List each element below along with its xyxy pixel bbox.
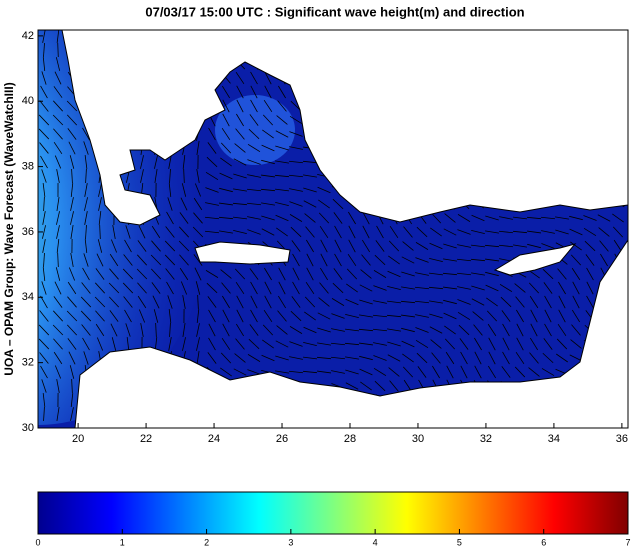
- colorbar-tick-label: 3: [288, 537, 293, 547]
- colorbar-tick-label: 6: [541, 537, 546, 547]
- aegean-waves: [215, 95, 295, 165]
- y-axis-label: UOA – OPAM Group: Wave Forecast (WaveWat…: [2, 82, 16, 375]
- balkans-turkey: [62, 30, 628, 225]
- x-tick-label: 26: [276, 433, 288, 445]
- colorbar-tick-label: 1: [120, 537, 125, 547]
- colorbar: [38, 492, 628, 534]
- x-tick-label: 36: [616, 433, 628, 445]
- x-tick-label: 22: [140, 433, 152, 445]
- x-tick-label: 28: [344, 433, 356, 445]
- x-tick-label: 32: [480, 433, 492, 445]
- y-tick-label: 30: [22, 422, 34, 434]
- colorbar-tick-label: 4: [373, 537, 378, 547]
- x-tick-label: 30: [412, 433, 424, 445]
- colorbar-tick-label: 2: [204, 537, 209, 547]
- y-tick-label: 32: [22, 357, 34, 369]
- x-tick-label: 34: [548, 433, 560, 445]
- colorbar-tick-label: 0: [35, 537, 40, 547]
- y-tick-label: 34: [22, 291, 34, 303]
- title: 07/03/17 15:00 UTC : Significant wave he…: [145, 4, 524, 19]
- map: [0, 25, 628, 428]
- y-tick-label: 36: [22, 226, 34, 238]
- arrow: [58, 43, 59, 57]
- colorbar-tick-label: 7: [625, 537, 630, 547]
- x-tick-label: 24: [208, 433, 220, 445]
- y-tick-label: 38: [22, 160, 34, 172]
- x-tick-label: 20: [72, 433, 84, 445]
- y-tick-label: 40: [22, 95, 34, 107]
- y-tick-label: 42: [22, 30, 34, 42]
- colorbar-tick-label: 5: [457, 537, 462, 547]
